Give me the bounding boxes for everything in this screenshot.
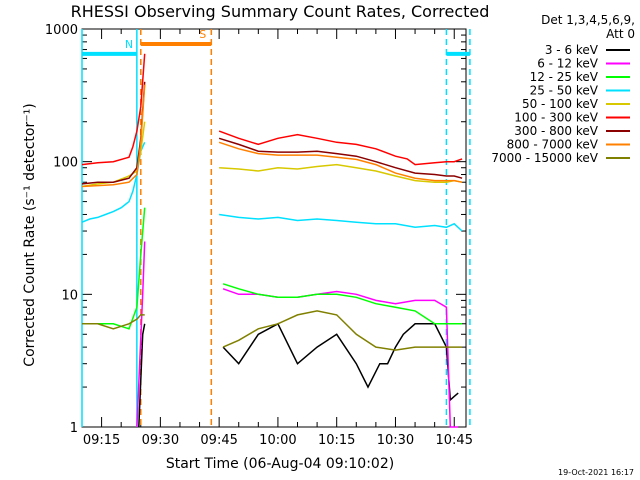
x-tick-label: 10:30: [377, 433, 414, 448]
legend-label: 7000 - 15000 keV: [491, 151, 598, 165]
legend-label: 6 - 12 keV: [537, 57, 599, 71]
timestamp: 19-Oct-2021 16:17: [558, 468, 634, 477]
series-line-8: [81, 84, 463, 188]
x-tick-label: 10:45: [436, 433, 473, 448]
legend-label: 50 - 100 keV: [522, 97, 599, 111]
series-line-6: [81, 53, 463, 166]
y-tick-label: 10: [61, 288, 78, 303]
plot-area: 1 10 100 1000 09:15 09:30 09:45 10:00 10:15 10:30…: [45, 23, 473, 448]
legend-label: 100 - 300 keV: [514, 111, 598, 125]
chart-title: RHESSI Observing Summary Count Rates, Co…: [71, 2, 490, 21]
x-axis-label: Start Time (06-Aug-04 09:10:02): [166, 456, 394, 472]
series-line-9: [82, 310, 463, 351]
x-tick-label: 10:00: [259, 433, 296, 448]
legend-label: 800 - 7000 keV: [507, 138, 599, 152]
flag-label: S: [199, 28, 206, 41]
y-tick-label: 1: [70, 421, 78, 436]
series-line-5: [81, 121, 463, 188]
flag-label: N: [125, 38, 133, 51]
x-tick-label: 09:15: [83, 433, 120, 448]
legend-label: 3 - 6 keV: [545, 43, 599, 57]
x-tick-label: 10:15: [318, 433, 355, 448]
series-line-1: [138, 322, 459, 428]
legend-label: 300 - 800 keV: [514, 124, 598, 138]
y-axis-label: Corrected Count Rate (s⁻¹ detector⁻¹): [22, 103, 38, 366]
legend-label: 25 - 50 keV: [530, 84, 599, 98]
x-tick-label: 09:30: [142, 433, 179, 448]
y-tick-label: 100: [53, 156, 78, 171]
legend-header-line2: Att 0: [606, 27, 635, 41]
legend-header-line1: Det 1,3,4,5,6,9,: [541, 13, 635, 27]
legend-label: 12 - 25 keV: [530, 70, 599, 84]
series-line-2: [136, 241, 459, 428]
y-tick-label: 1000: [45, 23, 78, 38]
x-tick-label: 09:45: [200, 433, 237, 448]
